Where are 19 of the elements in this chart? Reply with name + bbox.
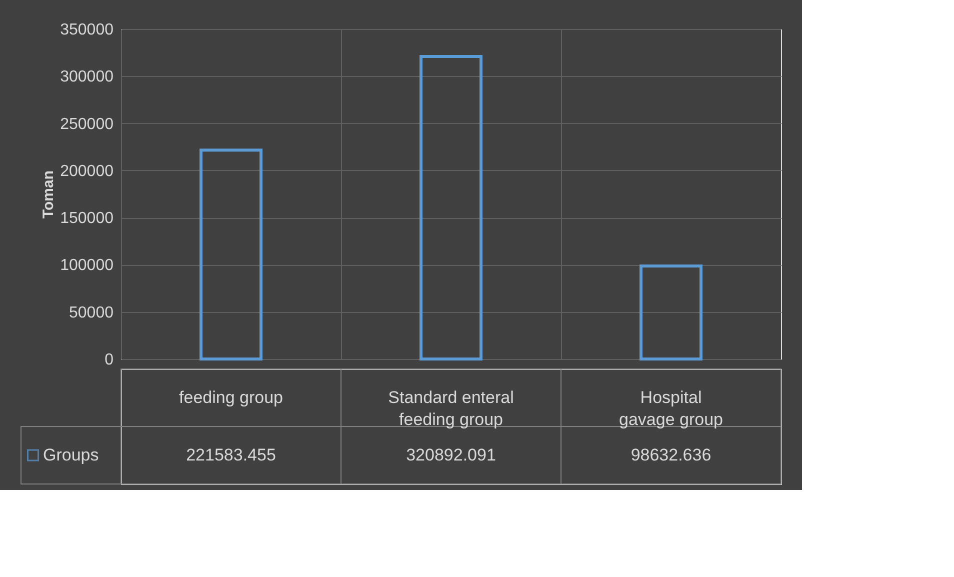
bar xyxy=(420,54,482,360)
data-label: 221583.455 xyxy=(186,445,276,464)
y-tick-label: 0 xyxy=(104,352,114,368)
legend-label: Groups xyxy=(43,445,99,464)
y-tick-label: 50000 xyxy=(69,304,114,322)
x-tick-label: Standard enteral feeding group xyxy=(388,388,514,429)
y-tick-label: 200000 xyxy=(60,162,114,180)
bar xyxy=(640,264,702,360)
y-axis-title: Toman xyxy=(40,170,58,219)
bar xyxy=(200,148,262,360)
y-tick-label: 100000 xyxy=(60,257,114,274)
data-label: 98632.636 xyxy=(630,445,712,464)
x-tick-label: feeding group xyxy=(179,388,283,407)
y-tick-label: 250000 xyxy=(60,116,114,133)
data-label: 320892.091 xyxy=(406,445,496,464)
y-tick-label: 350000 xyxy=(60,22,114,38)
y-tick-label: 150000 xyxy=(60,210,114,228)
y-tick-label: 300000 xyxy=(60,68,114,86)
x-tick-label: Hospital gavage group xyxy=(619,388,723,429)
